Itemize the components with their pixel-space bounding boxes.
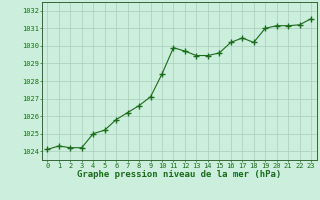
X-axis label: Graphe pression niveau de la mer (hPa): Graphe pression niveau de la mer (hPa)	[77, 170, 281, 179]
